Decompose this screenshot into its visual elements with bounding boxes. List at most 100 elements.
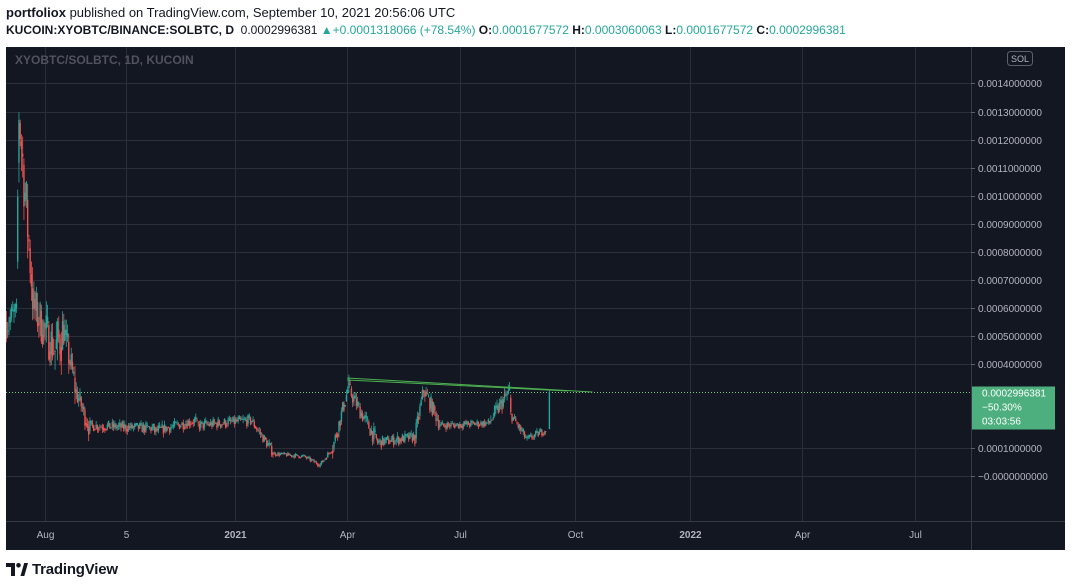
candle-body	[309, 458, 312, 461]
candle-body	[370, 429, 373, 434]
candle-body	[68, 342, 70, 364]
candle-body	[483, 421, 486, 427]
candle-body	[419, 406, 421, 416]
candle-body	[6, 321, 8, 339]
candle-body	[461, 425, 463, 429]
candle-body	[429, 398, 431, 411]
candle-body	[302, 455, 304, 457]
currency-badge[interactable]: SOL	[1007, 51, 1033, 66]
candle-body	[492, 417, 495, 419]
candle-body	[527, 436, 529, 438]
price-chart[interactable]: XYOBTC/SOLBTC, 1D, KUCOIN 0.00140000000.…	[6, 47, 1065, 550]
candle-body	[61, 321, 64, 350]
candle-body	[160, 427, 162, 428]
candle-body	[442, 423, 445, 426]
candle-body	[95, 424, 97, 429]
price-axis-label: 0.0005000000	[978, 332, 1042, 343]
candle-body	[365, 415, 368, 418]
time-axis-label: Jul	[909, 530, 922, 541]
candle-body	[267, 443, 269, 446]
candle-body	[510, 397, 512, 413]
candle-body	[94, 428, 96, 431]
candle-body	[289, 455, 292, 456]
candle-body	[310, 459, 313, 461]
last-price-label-value: 0.0002996381	[982, 389, 1046, 400]
candle-body	[134, 423, 136, 427]
candle-body	[141, 424, 143, 433]
candle-body	[26, 199, 29, 237]
candle-body	[163, 424, 166, 432]
candle-body	[247, 415, 249, 424]
candle-body	[24, 192, 26, 202]
candle-body	[46, 316, 49, 324]
candle-body	[136, 422, 138, 426]
candle-body	[171, 426, 173, 428]
currency-badge-label: SOL	[1011, 54, 1029, 64]
candle-body	[277, 452, 279, 456]
candle-body	[515, 418, 517, 422]
candle-body	[35, 293, 38, 311]
candle-body	[153, 426, 156, 433]
candle-body	[388, 438, 390, 445]
tradingview-logo[interactable]: TradingView	[6, 561, 118, 578]
candle-body	[353, 396, 355, 402]
candle-body	[298, 456, 300, 458]
candle-body	[472, 422, 475, 424]
candle-body	[393, 437, 395, 446]
symbol-label: KUCOIN:XYOBTC/BINANCE:SOLBTC, D	[6, 23, 234, 37]
candle-body	[132, 426, 135, 428]
candle-body	[38, 322, 40, 326]
candle-body	[50, 331, 53, 355]
author-name[interactable]: portfoliox	[6, 5, 66, 20]
footer: TradingView	[6, 557, 118, 581]
candle-body	[363, 416, 365, 420]
candle-body	[263, 435, 265, 442]
candle-body	[56, 321, 59, 342]
close-label: C:	[756, 23, 770, 37]
candle-body	[488, 420, 491, 423]
candle-body	[349, 383, 351, 385]
candle-body	[543, 431, 546, 434]
time-axis[interactable]: Aug 5 2021 Apr Jul Oct 2022 Apr Jul	[37, 530, 922, 541]
candle-body	[157, 426, 160, 431]
candle-body	[346, 390, 349, 394]
candle-body	[89, 420, 91, 432]
candle-body	[476, 421, 478, 424]
candle-body	[206, 422, 208, 424]
candle-body	[482, 421, 485, 426]
candle-body	[376, 439, 379, 443]
candle-body	[467, 422, 470, 425]
candle-body	[70, 354, 72, 366]
candle-body	[20, 141, 23, 150]
candle-body	[290, 455, 293, 457]
time-axis-label: 2022	[679, 530, 702, 541]
candle-body	[501, 400, 503, 410]
candle-body	[190, 424, 192, 425]
candle-body	[493, 406, 496, 417]
trendline-drawing[interactable]	[347, 377, 593, 393]
candle-body	[115, 424, 117, 429]
trendline-secondary	[347, 379, 568, 392]
candle-body	[323, 460, 325, 462]
candle-body	[102, 428, 105, 431]
candle-body	[31, 288, 34, 310]
candle-body	[319, 464, 321, 466]
time-axis-label: Apr	[795, 530, 811, 541]
candle-body	[533, 434, 536, 438]
candle-body	[111, 421, 114, 428]
candle-body	[427, 395, 430, 397]
price-axis[interactable]: 0.0014000000 0.0013000000 0.0012000000 0.00…	[971, 79, 1048, 483]
candle-body	[495, 405, 497, 409]
candle-body	[525, 437, 527, 439]
candle-body	[422, 390, 425, 393]
candle-body	[246, 419, 248, 427]
candle-body	[76, 391, 79, 403]
candle-body	[405, 434, 407, 436]
candle-body	[180, 425, 182, 428]
candle-body	[465, 422, 467, 425]
candle-body	[440, 423, 442, 426]
candle-body	[248, 415, 251, 418]
chart-panel[interactable]: XYOBTC/SOLBTC, 1D, KUCOIN 0.0014000000 0.…	[6, 47, 1065, 550]
candle-body	[380, 440, 382, 448]
candle-body	[473, 422, 476, 426]
